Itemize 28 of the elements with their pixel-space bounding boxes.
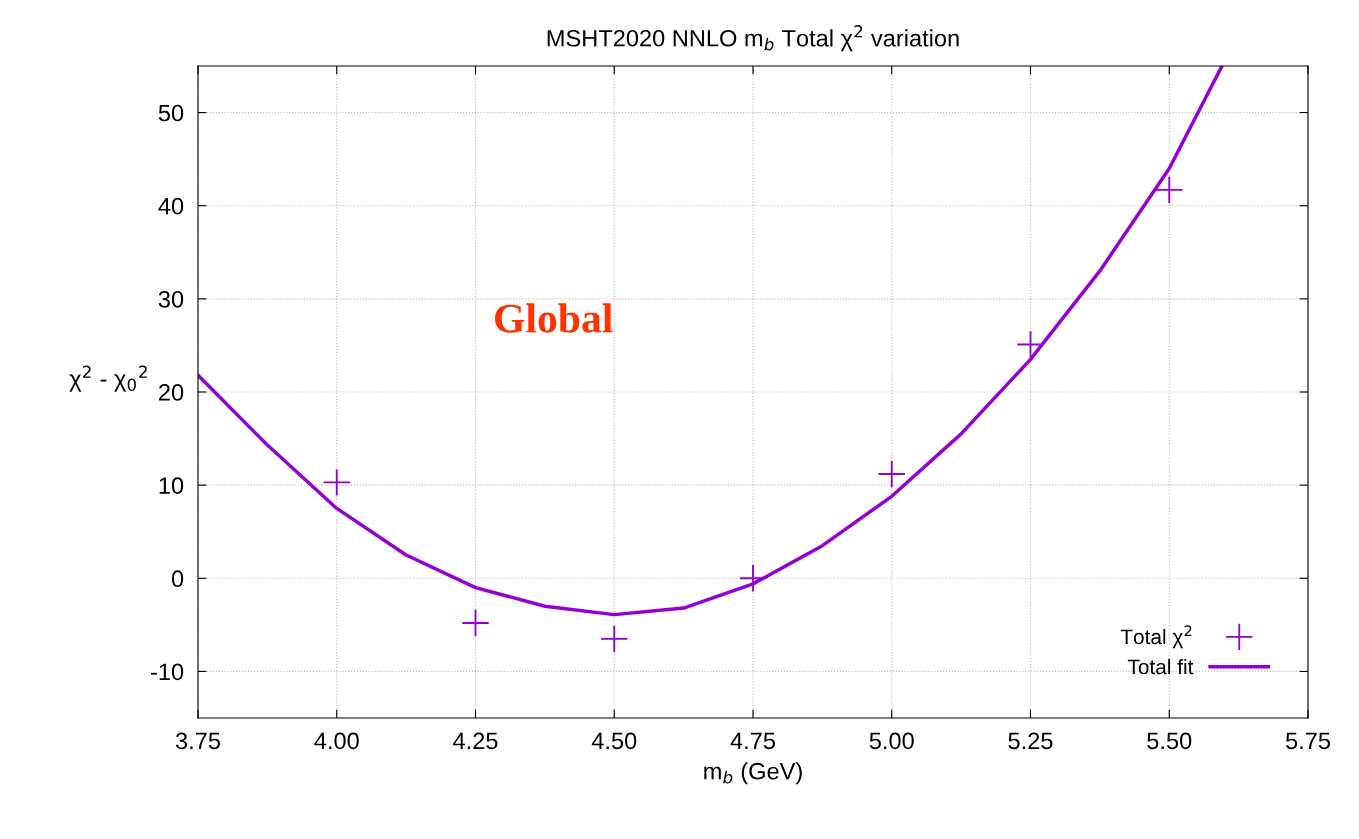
line-series bbox=[198, 66, 1224, 617]
x-tick-label: 5.75 bbox=[1285, 732, 1330, 750]
y-tick-label: 20 bbox=[159, 384, 184, 401]
chart-title: MSHT2020 NNLO m$_{b}$ Total χ$^{2}$ variation bbox=[547, 25, 959, 52]
legend-label: Total χ$^{2}$ bbox=[1120, 625, 1192, 649]
x-tick-label: 5.25 bbox=[1008, 732, 1053, 750]
y-tick-label: 10 bbox=[159, 477, 184, 494]
y-tick-label: -10 bbox=[151, 663, 184, 681]
x-tick-label: 4.75 bbox=[730, 732, 775, 750]
y-axis-title: χ$^{2}$ - χ$_{0}$$^{2}$ bbox=[69, 365, 147, 392]
point bbox=[323, 469, 350, 496]
x-tick-label: 5.00 bbox=[869, 732, 914, 750]
legend-label: Total fit bbox=[1127, 659, 1194, 675]
point bbox=[739, 565, 767, 592]
point bbox=[601, 625, 628, 653]
y-tick-label: 50 bbox=[158, 104, 184, 122]
y-tick-label: 0 bbox=[171, 570, 184, 588]
x-tick-label: 4.00 bbox=[314, 732, 359, 750]
x-tick-label: 4.50 bbox=[591, 732, 637, 750]
annotation: Global bbox=[495, 303, 613, 333]
point bbox=[1156, 176, 1183, 204]
y-tick-label: 30 bbox=[158, 290, 184, 308]
point bbox=[878, 460, 905, 488]
x-tick-label: 5.50 bbox=[1147, 732, 1192, 750]
x-tick-label: 4.25 bbox=[453, 732, 498, 750]
y-tick-label: 40 bbox=[158, 197, 184, 215]
x-tick-label: 3.75 bbox=[175, 732, 220, 750]
x-axis-title: m$_{b}$ (GeV) bbox=[704, 762, 802, 785]
